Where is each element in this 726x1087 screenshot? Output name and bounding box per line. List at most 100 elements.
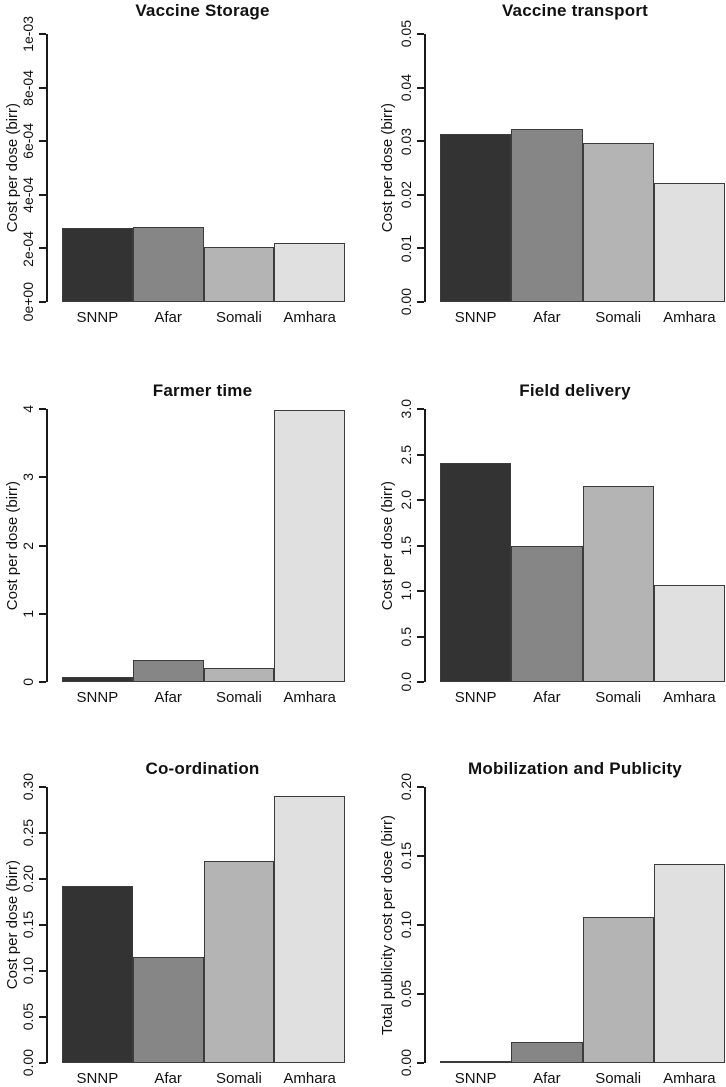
y-axis-tick — [39, 140, 46, 143]
y-axis-tick — [39, 408, 46, 410]
y-axis-tick-label-text: 8e-04 — [20, 69, 36, 106]
chart-panel: Farmer time Cost per dose (birr) 0 1 2 3 4 SNNP… — [0, 362, 363, 724]
y-axis-title-text: Cost per dose (birr) — [3, 480, 21, 611]
y-axis-tick-label-text: 0.10 — [20, 957, 36, 985]
plot-area: 0.0 0.5 1.0 1.5 2.0 2.5 3.0 SNNP Afar Somali Amhar… — [398, 399, 725, 706]
bar-amhara — [274, 242, 345, 302]
y-axis-tick-label-text: 2e-04 — [20, 230, 36, 267]
x-category-label: Afar — [533, 1070, 561, 1087]
y-axis-tick — [417, 247, 424, 250]
bars-group — [62, 409, 345, 682]
y-axis-tick — [417, 786, 424, 788]
y-axis-tick — [39, 544, 46, 547]
bars-group — [440, 409, 725, 682]
y-axis-tick — [417, 140, 424, 143]
bar-snnp — [62, 886, 133, 1063]
y-axis-tick — [39, 1062, 46, 1064]
y-axis-title: Cost per dose (birr) — [3, 787, 21, 1063]
chart-panel: Mobilization and Publicity Total publicit… — [363, 724, 726, 1087]
bar-amhara — [274, 409, 345, 682]
y-axis-tick-label-text: 3 — [20, 473, 36, 482]
y-axis-tick-label-text: 1.5 — [398, 535, 414, 556]
y-axis-title-text: Cost per dose (birr) — [3, 103, 21, 233]
chart-title: Co-ordination — [145, 759, 260, 778]
y-axis-tick — [417, 499, 424, 502]
y-axis-tick-label-text: 1.0 — [398, 581, 414, 601]
x-category-label: Somali — [215, 1070, 262, 1087]
y-axis-tick — [39, 924, 46, 926]
chart-title: Vaccine Storage — [135, 1, 270, 20]
bar-somali — [582, 916, 654, 1063]
y-axis-title: Cost per dose (birr) — [3, 409, 21, 682]
y-axis-tick-label-text: 2.0 — [398, 490, 414, 510]
x-category-label: Somali — [595, 309, 642, 326]
y-axis-tick-label-text: 4e-04 — [20, 176, 36, 213]
bar-afar — [132, 957, 204, 1063]
y-axis-tick — [417, 86, 424, 89]
y-axis-tick-label-text: 0.04 — [398, 73, 414, 102]
chart-title: Mobilization and Publicity — [468, 759, 682, 778]
bar-afar — [132, 660, 204, 682]
bars-group — [440, 787, 725, 1063]
y-axis-tick-label-text: 0.20 — [20, 865, 36, 893]
y-axis-tick — [39, 878, 46, 881]
bar-afar — [511, 1042, 583, 1063]
bar-somali — [203, 860, 275, 1063]
bar-amhara — [653, 863, 725, 1063]
bar-somali — [582, 486, 654, 682]
bars-group — [440, 34, 725, 302]
plot-area: 0.00 0.05 0.10 0.15 0.20 SNNP Afar Somali Amhara — [398, 773, 725, 1087]
bar-afar — [511, 129, 583, 302]
y-axis-tick-label-text: 0.00 — [398, 288, 414, 316]
y-axis-title: Cost per dose (birr) — [3, 34, 21, 302]
y-axis-tick-label-text: 0.20 — [398, 773, 414, 801]
y-axis-tick-label-text: 0.5 — [398, 626, 414, 647]
y-axis-title: Cost per dose (birr) — [378, 409, 396, 682]
bar-amhara — [274, 796, 345, 1063]
bar-somali — [203, 247, 275, 302]
y-axis-tick-label-text: 0.00 — [20, 1049, 36, 1077]
chart-panel: Vaccine Storage Cost per dose (birr) 0e+00… — [0, 0, 363, 362]
y-axis-tick-label-text: 0.15 — [20, 911, 36, 939]
y-axis-tick-label-text: 0.01 — [398, 234, 414, 263]
y-axis-tick-label-text: 6e-04 — [20, 123, 36, 160]
y-axis-tick-label-text: 0.25 — [20, 819, 36, 847]
y-axis-tick — [39, 247, 46, 250]
x-category-label: SNNP — [454, 1070, 497, 1087]
chart-title: Farmer time — [152, 381, 253, 400]
bar-amhara — [653, 584, 725, 682]
bar-somali — [203, 667, 275, 682]
x-category-label: Amhara — [663, 689, 716, 706]
chart-panel: Co-ordination Cost per dose (birr) 0.00 0.0… — [0, 724, 363, 1087]
bar-somali — [582, 142, 654, 302]
x-category-label: SNNP — [454, 309, 497, 326]
y-axis-tick — [417, 301, 424, 303]
x-category-label: Amhara — [283, 1070, 336, 1087]
y-axis-tick-label-text: 2 — [20, 541, 36, 550]
x-category-label: SNNP — [76, 689, 119, 706]
x-category-label: SNNP — [76, 1070, 119, 1087]
y-axis-tick — [39, 786, 46, 788]
x-category-label: SNNP — [454, 689, 497, 706]
y-axis-tick-label-text: 0.15 — [398, 842, 414, 870]
y-axis-tick-label-text: 0.05 — [20, 1003, 36, 1031]
x-category-label: SNNP — [76, 309, 119, 326]
y-axis-tick-label-text: 0.05 — [398, 980, 414, 1008]
y-axis-tick — [417, 193, 424, 196]
y-axis-tick-label-text: 2.5 — [398, 444, 414, 465]
y-axis-tick-label-text: 1e-03 — [20, 16, 36, 52]
x-category-label: Afar — [154, 309, 182, 326]
bar-amhara — [653, 183, 725, 302]
x-category-label: Afar — [533, 309, 561, 326]
y-axis-tick — [417, 924, 424, 926]
y-axis-tick — [417, 993, 424, 995]
bars-group — [62, 787, 345, 1063]
y-axis-tick-label-text: 0.02 — [398, 181, 414, 209]
y-axis-tick — [39, 1016, 46, 1019]
bar-snnp — [440, 462, 512, 682]
x-category-label: Amhara — [283, 689, 336, 706]
y-axis-tick — [39, 193, 46, 196]
y-axis-title: Cost per dose (birr) — [378, 34, 396, 302]
y-axis-tick-label-text: 0.30 — [20, 773, 36, 801]
bar-snnp — [440, 133, 512, 302]
